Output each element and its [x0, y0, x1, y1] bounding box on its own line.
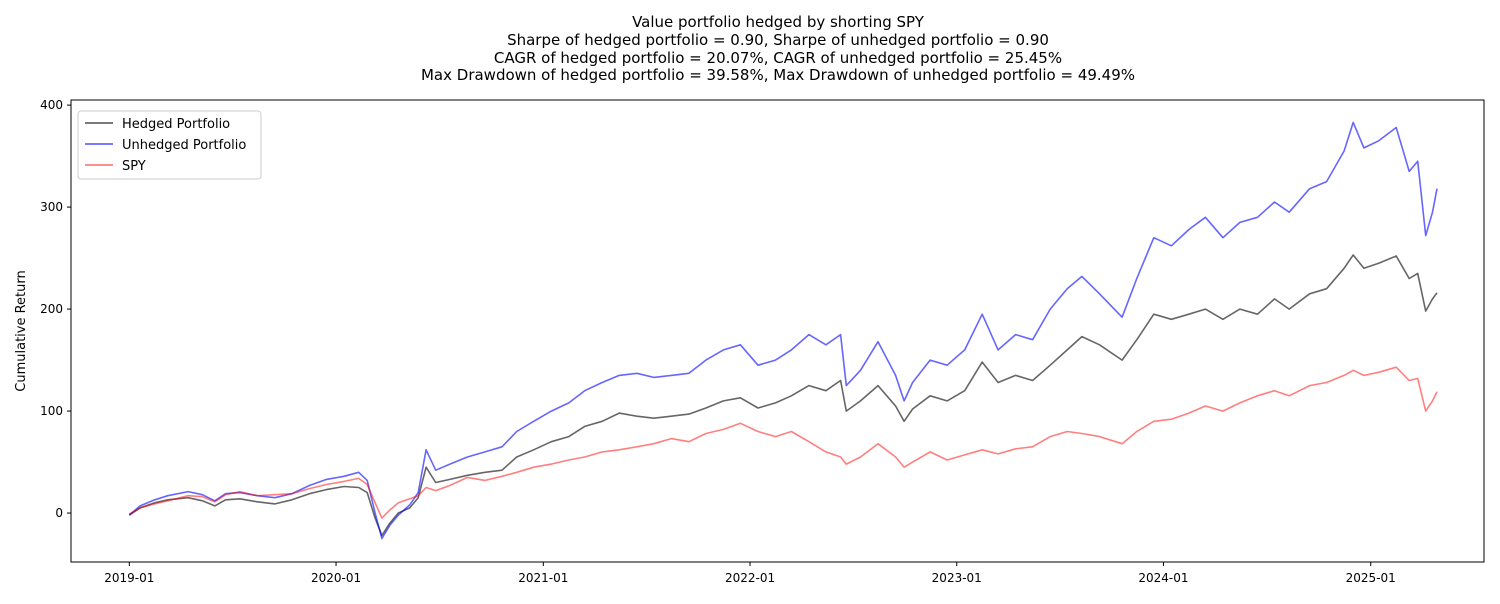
- y-tick-label: 0: [55, 506, 63, 520]
- x-tick-label: 2020-01: [311, 571, 361, 585]
- x-tick-label: 2022-01: [725, 571, 775, 585]
- y-axis-label: Cumulative Return: [14, 270, 29, 391]
- series-line-hedged-portfolio: [128, 254, 1438, 537]
- x-tick-label: 2024-01: [1138, 571, 1188, 585]
- legend-box: [77, 110, 262, 180]
- x-tick-label: 2023-01: [932, 571, 982, 585]
- y-tick-label: 200: [40, 302, 63, 316]
- chart-title: Value portfolio hedged by shorting SPY S…: [421, 13, 1135, 84]
- y-tick-label: 400: [40, 98, 63, 112]
- y-tick-label: 100: [40, 404, 63, 418]
- y-tick-label: 300: [40, 200, 63, 214]
- x-tick-label: 2025-01: [1346, 571, 1396, 585]
- title-line-1: Value portfolio hedged by shorting SPY: [632, 13, 925, 31]
- legend-label: Unhedged Portfolio: [122, 138, 246, 153]
- plot-area-frame: [70, 99, 1485, 563]
- x-axis: 2019-01 2020-01 2021-01 2022-01 2023-01 2024-…: [104, 562, 1396, 585]
- legend-item-hedged-portfolio: Hedged Portfolio: [85, 117, 230, 132]
- legend-label: SPY: [122, 159, 146, 174]
- x-tick-label: 2021-01: [518, 571, 568, 585]
- series-line-unhedged-portfolio: [128, 121, 1438, 540]
- y-axis: 0 100 200 300 400: [40, 98, 71, 520]
- series-line-spy: [128, 366, 1438, 519]
- series-lines: [128, 121, 1438, 540]
- title-line-3: CAGR of hedged portfolio = 20.07%, CAGR …: [494, 49, 1062, 67]
- legend-item-unhedged-portfolio: Unhedged Portfolio: [85, 138, 246, 153]
- legend-item-spy: SPY: [85, 159, 146, 174]
- title-line-4: Max Drawdown of hedged portfolio = 39.58…: [421, 66, 1135, 84]
- title-line-2: Sharpe of hedged portfolio = 0.90, Sharp…: [507, 31, 1049, 49]
- x-tick-label: 2019-01: [104, 571, 154, 585]
- legend: Hedged Portfolio Unhedged Portfolio SPY: [77, 110, 262, 180]
- legend-label: Hedged Portfolio: [122, 117, 230, 132]
